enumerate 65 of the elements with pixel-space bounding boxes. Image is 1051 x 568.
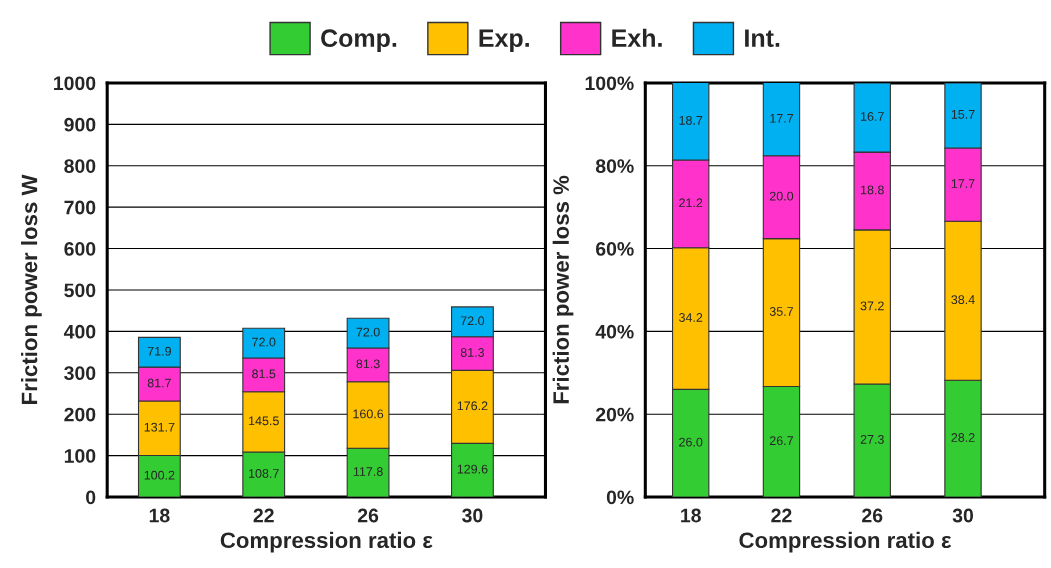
y-tick-label: 0% xyxy=(606,490,634,505)
data-label: 160.6 xyxy=(353,409,384,419)
data-label: 81.7 xyxy=(147,378,171,388)
data-label: 81.3 xyxy=(460,348,485,357)
x-tick-label: 18 xyxy=(149,508,170,523)
data-label: 129.6 xyxy=(457,464,488,474)
y-tick-label: 100% xyxy=(585,76,634,91)
data-label: 100.2 xyxy=(144,470,175,480)
data-label: 72.0 xyxy=(252,337,276,347)
x-tick-label: 26 xyxy=(862,508,883,523)
data-label: 131.7 xyxy=(144,422,175,432)
data-label: 72.0 xyxy=(356,327,380,337)
legend-label: Exh. xyxy=(612,28,662,47)
data-label: 37.2 xyxy=(860,301,884,311)
y-tick-label: 500 xyxy=(64,283,96,298)
data-label: 26.7 xyxy=(769,436,793,446)
data-label: 16.7 xyxy=(861,112,884,121)
data-label: 81.3 xyxy=(356,359,380,369)
y-tick-label: 20% xyxy=(595,407,634,422)
data-label: 38.4 xyxy=(951,295,975,305)
legend-label: Comp. xyxy=(321,29,397,52)
x-tick-label: 30 xyxy=(952,508,974,523)
y-tick-label: 600 xyxy=(64,242,96,256)
data-label: 26.0 xyxy=(679,437,703,447)
x-tick-label: 22 xyxy=(771,508,792,523)
data-label: 145.5 xyxy=(249,416,279,426)
data-label: 28.2 xyxy=(951,433,975,442)
data-label: 72.0 xyxy=(460,316,485,326)
y-tick-label: 200 xyxy=(64,407,96,422)
data-label: 35.7 xyxy=(769,307,793,316)
x-tick-label: 18 xyxy=(681,508,701,523)
legend-label: Int. xyxy=(745,29,780,47)
y-tick-label: 1000 xyxy=(54,76,96,91)
y-tick-label: 900 xyxy=(64,117,96,132)
x-axis-title: Compression ratio ε xyxy=(220,531,433,553)
data-label: 81.5 xyxy=(252,369,276,379)
data-label: 18.7 xyxy=(679,115,703,125)
legend-label: Exp. xyxy=(479,29,529,52)
data-label: 18.8 xyxy=(861,185,884,195)
data-label: 15.7 xyxy=(951,110,975,119)
y-axis-title: Friction power loss % xyxy=(552,175,574,404)
y-tick-label: 40% xyxy=(595,324,634,339)
x-tick-label: 26 xyxy=(357,508,379,523)
y-tick-label: 300 xyxy=(64,366,96,381)
data-label: 20.0 xyxy=(769,191,794,201)
y-tick-label: 80% xyxy=(595,159,634,173)
y-tick-label: 0 xyxy=(86,490,96,505)
data-label: 21.2 xyxy=(679,198,703,208)
data-label: 17.7 xyxy=(770,114,793,123)
data-label: 34.2 xyxy=(679,313,703,322)
data-label: 108.7 xyxy=(249,469,279,478)
y-tick-label: 100 xyxy=(64,449,96,463)
y-tick-label: 60% xyxy=(596,242,634,256)
y-axis-title: Friction power loss W xyxy=(21,174,42,404)
data-label: 17.7 xyxy=(951,179,975,188)
x-axis-title: Compression ratio ε xyxy=(739,531,952,553)
data-label: 71.9 xyxy=(147,346,171,356)
data-label: 27.3 xyxy=(860,434,884,444)
y-tick-label: 700 xyxy=(64,200,96,215)
x-tick-label: 30 xyxy=(462,508,483,523)
data-label: 117.8 xyxy=(353,467,383,476)
x-tick-label: 22 xyxy=(253,508,274,523)
data-label: 176.2 xyxy=(457,401,488,411)
y-tick-label: 400 xyxy=(63,324,96,339)
y-tick-label: 800 xyxy=(64,159,96,173)
